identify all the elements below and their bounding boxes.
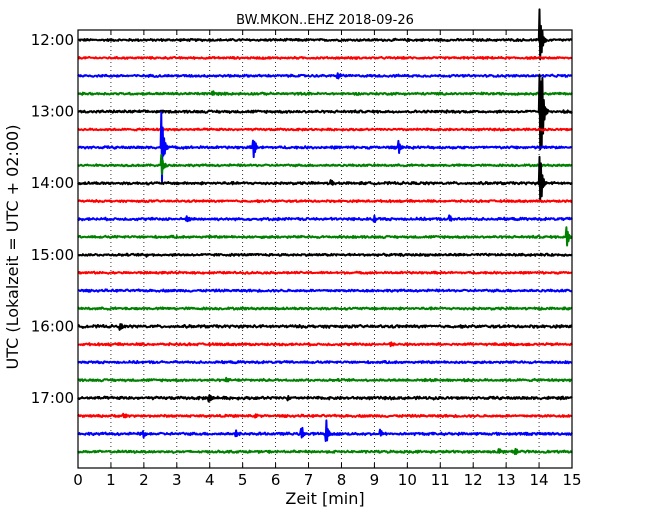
trace-16:00	[77, 323, 573, 331]
plot-frame	[77, 29, 573, 469]
x-tick-label: 5	[238, 471, 248, 489]
trace-13:15	[77, 127, 573, 132]
x-tick-label: 2	[139, 471, 149, 489]
x-tick-label: 12	[464, 471, 483, 489]
trace-15:45	[77, 306, 573, 311]
trace-17:15	[77, 412, 573, 419]
trace-15:15	[77, 270, 573, 275]
x-tick-label: 7	[304, 471, 314, 489]
x-axis-label: Zeit [min]	[285, 489, 364, 508]
trace-14:15	[77, 199, 573, 204]
trace-16:45	[77, 376, 573, 383]
plot-background	[78, 30, 572, 468]
y-tick-label: 13:00	[31, 103, 74, 121]
trace-16:30	[77, 360, 573, 365]
x-tick-label: 13	[497, 471, 516, 489]
trace-14:30	[77, 214, 573, 223]
trace-17:45	[77, 447, 573, 455]
trace-13:45	[77, 153, 573, 176]
trace-15:00	[77, 252, 573, 258]
trace-12:45	[77, 90, 573, 96]
trace-13:30	[77, 111, 573, 183]
x-tick-label: 14	[530, 471, 549, 489]
x-tick-label: 8	[337, 471, 347, 489]
y-tick-label: 16:00	[31, 317, 74, 335]
y-tick-label: 17:00	[31, 389, 74, 407]
trace-15:30	[77, 288, 573, 293]
x-tick-label: 6	[271, 471, 281, 489]
trace-16:15	[77, 341, 573, 348]
y-tick-label: 14:00	[31, 174, 74, 192]
x-tick-label: 0	[73, 471, 83, 489]
trace-17:30	[77, 419, 573, 442]
x-tick-label: 3	[172, 471, 182, 489]
x-tick-label: 10	[398, 471, 417, 489]
y-axis-label: UTC (Lokalzeit = UTC + 02:00)	[3, 125, 22, 370]
trace-12:30	[77, 72, 573, 80]
x-tick-label: 9	[370, 471, 380, 489]
trace-12:15	[77, 55, 573, 60]
plot-area: 0 1 2 3 4 5 6 7 8 9 10 11 12 13 14 1512:0013:0014:0015:…	[31, 8, 582, 489]
trace-17:00	[77, 394, 573, 403]
trace-14:00	[77, 155, 573, 202]
x-tick-label: 15	[562, 471, 581, 489]
trace-12:00	[77, 8, 573, 61]
trace-13:00	[77, 73, 573, 151]
x-tick-label: 4	[205, 471, 215, 489]
y-tick-label: 15:00	[31, 246, 74, 264]
y-tick-label: 12:00	[31, 31, 74, 49]
x-tick-label: 1	[106, 471, 116, 489]
x-tick-label: 11	[431, 471, 450, 489]
chart-title: BW.MKON..EHZ 2018-09-26	[236, 13, 414, 28]
trace-14:45	[77, 226, 573, 247]
